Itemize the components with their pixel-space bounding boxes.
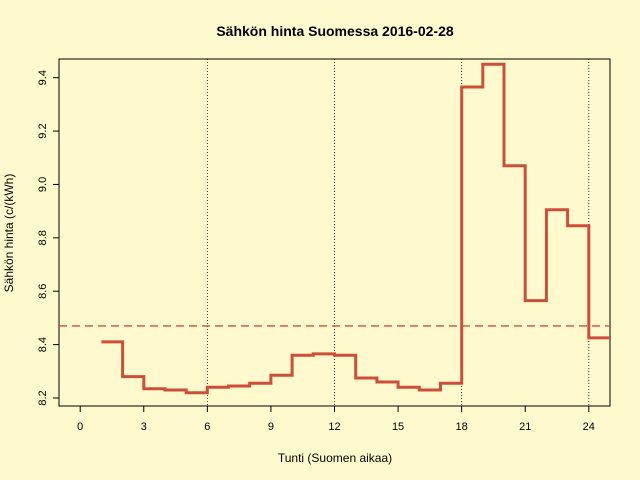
y-tick-label: 8.2 [37, 390, 49, 405]
x-tick-label: 24 [583, 421, 595, 433]
x-axis: 0 3 6 9 12 15 18 21 24 [77, 406, 595, 433]
price-series [101, 62, 610, 395]
price-step-line [101, 62, 610, 395]
x-tick-label: 3 [141, 421, 147, 433]
y-axis: 8.2 8.4 8.6 8.8 9.0 9.2 9.4 [37, 70, 59, 406]
y-axis-label: Sähkön hinta (c/(kWh) [2, 174, 16, 293]
y-tick-label: 9.4 [37, 70, 49, 85]
x-tick-label: 21 [519, 421, 531, 433]
x-tick-label: 12 [328, 421, 340, 433]
y-tick-label: 8.4 [37, 337, 49, 352]
y-tick-label: 9.0 [37, 177, 49, 192]
x-tick-label: 18 [456, 421, 468, 433]
y-tick-label: 9.2 [37, 123, 49, 138]
x-axis-label: Tunti (Suomen aikaa) [278, 451, 392, 465]
x-tick-label: 9 [268, 421, 274, 433]
chart-title: Sähkön hinta Suomessa 2016-02-28 [216, 23, 454, 39]
y-tick-label: 8.8 [37, 230, 49, 245]
x-tick-label: 0 [77, 421, 83, 433]
vertical-gridlines [206, 59, 590, 406]
x-tick-label: 15 [392, 421, 404, 433]
x-tick-label: 6 [204, 421, 210, 433]
y-tick-label: 8.6 [37, 284, 49, 299]
